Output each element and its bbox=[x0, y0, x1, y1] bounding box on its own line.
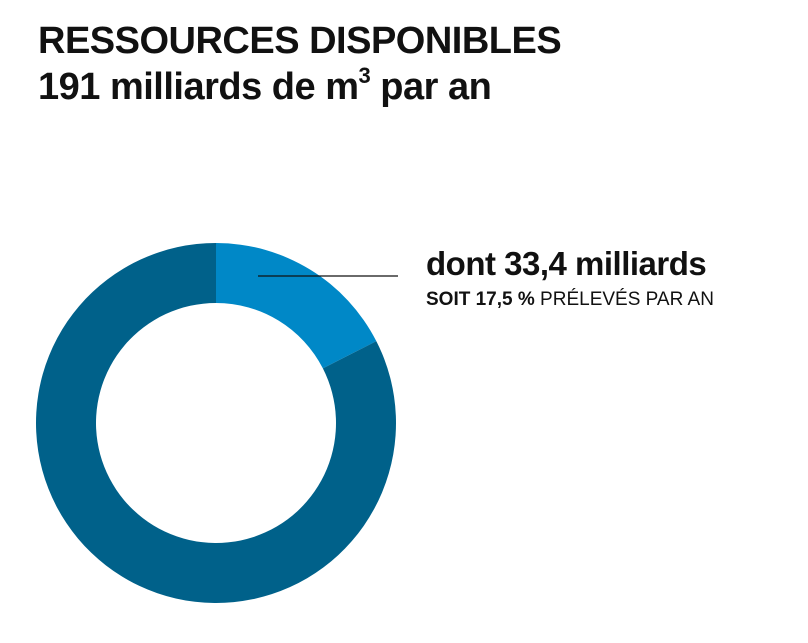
title-line-2-prefix: 191 milliards de m bbox=[38, 66, 359, 108]
annotation-share-regular: PRÉLEVÉS PAR AN bbox=[534, 289, 714, 310]
annotation-share-bold: SOIT 17,5 % bbox=[426, 289, 535, 310]
annotation-main-value: dont 33,4 milliards bbox=[426, 245, 707, 282]
annotation-share: SOIT 17,5 % PRÉLEVÉS PAR AN bbox=[426, 288, 714, 312]
title-line-2-suffix: par an bbox=[370, 66, 492, 108]
donut-slice-withdrawn bbox=[216, 243, 377, 369]
donut-slices bbox=[36, 242, 396, 603]
title-line-1: RESSOURCES DISPONIBLES bbox=[38, 20, 562, 62]
donut-slice-remaining bbox=[36, 242, 396, 603]
title-superscript: 3 bbox=[358, 63, 371, 88]
title-line-2: 191 milliards de m3 par an bbox=[38, 64, 561, 110]
chart-title: RESSOURCES DISPONIBLES 191 milliards de … bbox=[38, 18, 562, 110]
